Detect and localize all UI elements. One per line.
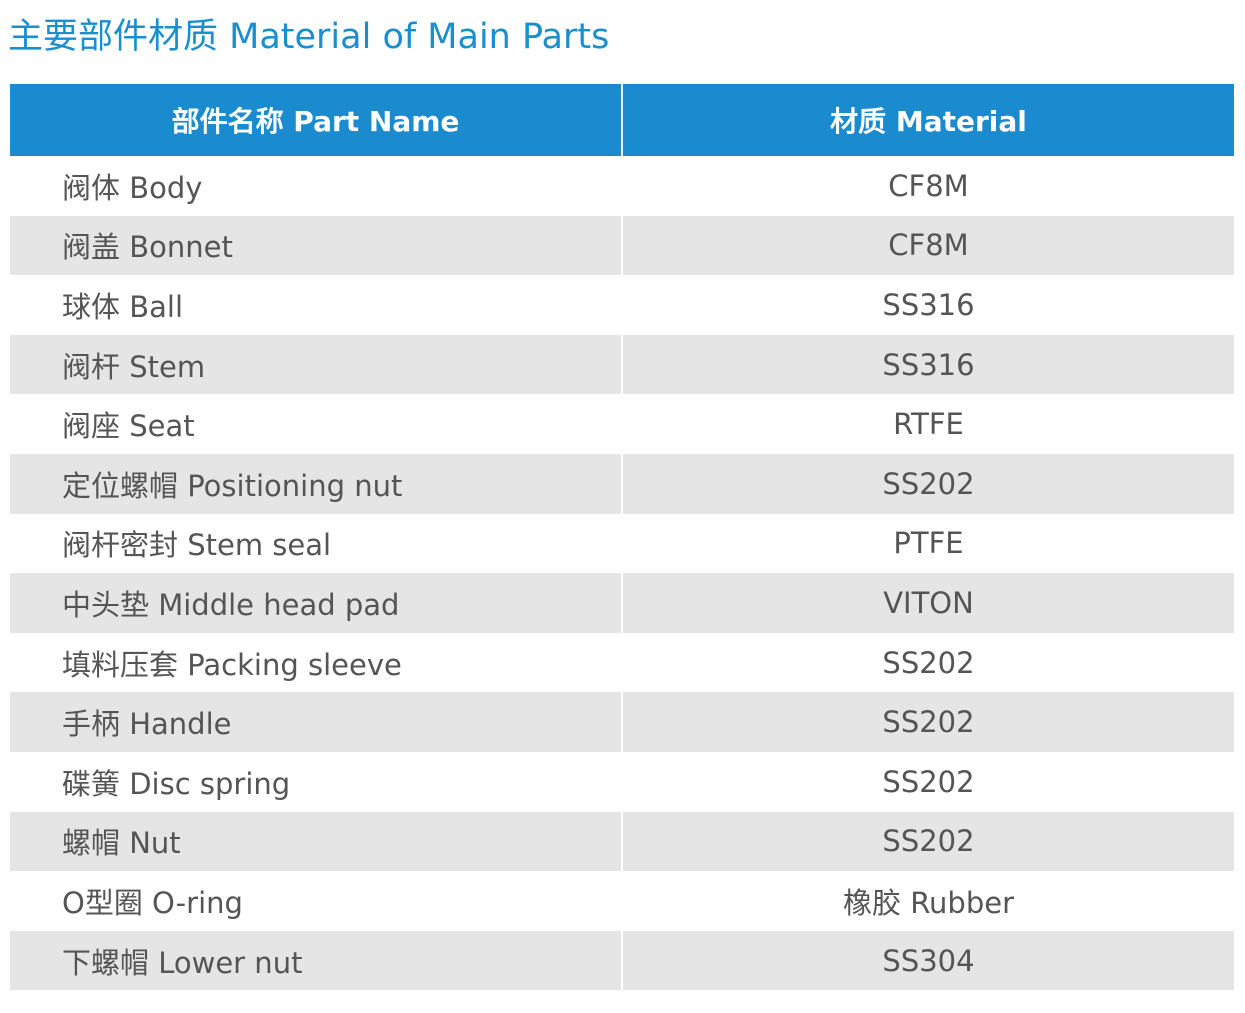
part-name-cell: 阀座 Seat — [62, 409, 195, 444]
table-row: 阀杆 Stem SS316 — [10, 334, 1234, 395]
material-cell: SS202 — [882, 466, 975, 501]
material-cell: RTFE — [893, 407, 964, 442]
material-cell: SS202 — [882, 824, 975, 859]
part-name-cell: 阀杆密封 Stem seal — [62, 528, 332, 563]
table-row: 定位螺帽 Positioning nut SS202 — [10, 453, 1234, 514]
part-name-cell: O型圈 O-ring — [62, 885, 243, 920]
part-name-cell: 阀杆 Stem — [10, 334, 623, 395]
material-cell: CF8M — [888, 168, 969, 203]
material-cell: VITON — [883, 585, 974, 620]
table-body: 阀体 Body CF8M 阀盖 Bonnet CF8M 球体 Ball SS31… — [10, 156, 1234, 991]
part-name-cell: 下螺帽 Lower nut — [10, 930, 623, 991]
table-row: 下螺帽 Lower nut SS304 — [10, 930, 1234, 991]
table-row: 球体 Ball SS316 — [10, 275, 1234, 335]
table-row: 阀盖 Bonnet CF8M — [10, 215, 1234, 276]
header-material: 材质 Material — [830, 105, 1027, 138]
part-name-cell: 碟簧 Disc spring — [62, 766, 291, 801]
material-cell: CF8M — [888, 228, 969, 263]
material-cell: SS304 — [882, 943, 975, 978]
table-row: 阀杆密封 Stem seal PTFE — [10, 514, 1234, 574]
table-row: O型圈 O-ring 橡胶 Rubber — [10, 871, 1234, 931]
material-cell: SS316 — [882, 287, 975, 322]
table-row: 手柄 Handle SS202 — [10, 692, 1234, 752]
part-name-cell: 螺帽 Nut — [10, 811, 623, 872]
table-row: 螺帽 Nut SS202 — [10, 811, 1234, 872]
material-cell: 橡胶 Rubber — [842, 885, 1015, 920]
material-cell: PTFE — [893, 526, 964, 561]
part-name-cell: 球体 Ball — [62, 289, 183, 324]
table-row: 阀座 Seat RTFE — [10, 394, 1234, 454]
material-cell: SS202 — [882, 764, 975, 799]
table-row: 填料压套 Packing sleeve SS202 — [10, 633, 1234, 693]
material-cell: SS202 — [882, 645, 975, 680]
material-cell: SS316 — [882, 347, 975, 382]
table-header-row: 部件名称 Part Name 材质 Material — [10, 84, 1234, 156]
part-name-cell: 手柄 Handle — [10, 692, 623, 752]
part-name-cell: 阀体 Body — [62, 170, 203, 205]
page-title: 主要部件材质 Material of Main Parts — [8, 17, 610, 57]
table-row: 碟簧 Disc spring SS202 — [10, 752, 1234, 812]
materials-table: 部件名称 Part Name 材质 Material 阀体 Body CF8M … — [10, 84, 1234, 991]
part-name-cell: 阀盖 Bonnet — [10, 215, 623, 276]
table-row: 中头垫 Middle head pad VITON — [10, 573, 1234, 633]
table-row: 阀体 Body CF8M — [10, 156, 1234, 216]
header-part-name: 部件名称 Part Name — [10, 84, 623, 156]
material-cell: SS202 — [882, 705, 975, 740]
part-name-cell: 定位螺帽 Positioning nut — [10, 453, 623, 514]
part-name-cell: 中头垫 Middle head pad — [10, 573, 623, 633]
part-name-cell: 填料压套 Packing sleeve — [62, 647, 402, 682]
